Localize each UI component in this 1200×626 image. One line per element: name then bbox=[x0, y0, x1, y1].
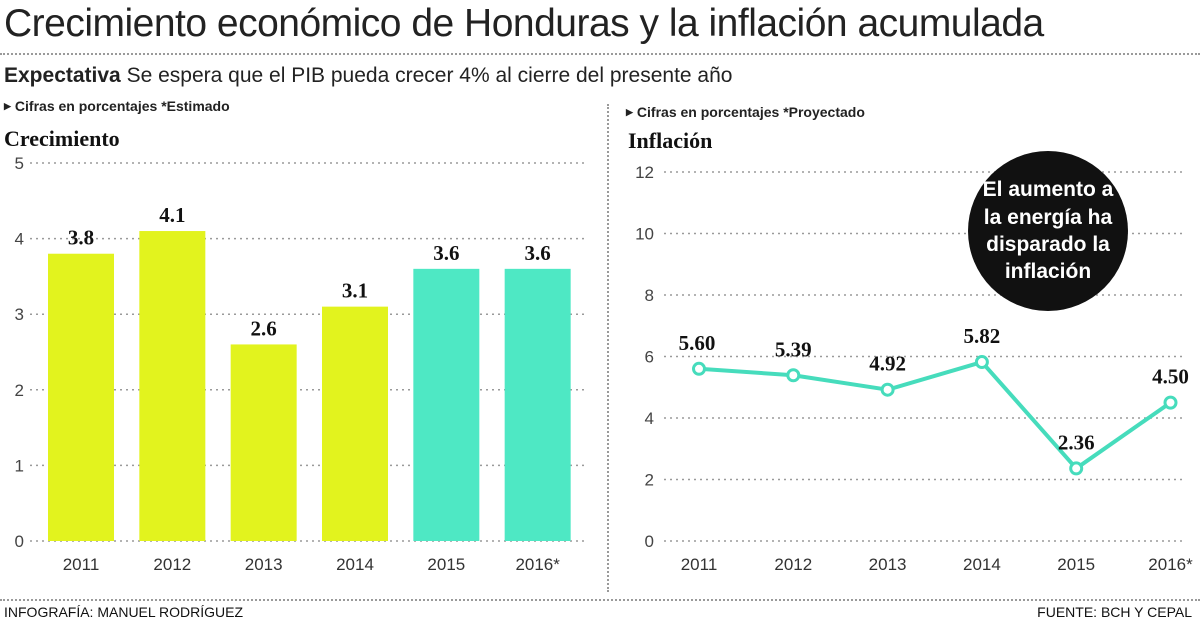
x-tick-label: 2014 bbox=[963, 555, 1001, 574]
credit: INFOGRAFÍA: MANUEL RODRÍGUEZ bbox=[4, 604, 244, 620]
right-note-text: Cifras en porcentajes *Proyectado bbox=[636, 104, 865, 120]
right-panel-title: Inflación bbox=[628, 128, 713, 153]
header-divider bbox=[0, 53, 1200, 55]
bar bbox=[322, 306, 388, 541]
data-point bbox=[1069, 461, 1084, 476]
bar bbox=[504, 268, 571, 541]
y-tick-label: 0 bbox=[15, 532, 24, 551]
x-tick-label: 2012 bbox=[153, 555, 191, 574]
data-label: 3.1 bbox=[342, 279, 368, 303]
data-label: 4.50 bbox=[1152, 365, 1189, 389]
x-tick-label: 2015 bbox=[1057, 555, 1095, 574]
x-tick-label: 2015 bbox=[427, 555, 465, 574]
y-tick-label: 4 bbox=[645, 409, 654, 428]
y-tick-label: 10 bbox=[635, 225, 654, 244]
panel-divider bbox=[607, 104, 609, 592]
y-tick-label: 1 bbox=[15, 456, 24, 475]
bar bbox=[48, 253, 114, 541]
data-label: 4.1 bbox=[159, 203, 185, 227]
data-label: 3.6 bbox=[433, 241, 459, 265]
data-label: 5.60 bbox=[679, 331, 716, 355]
x-tick-label: 2012 bbox=[774, 555, 812, 574]
y-tick-label: 0 bbox=[645, 532, 654, 551]
callout-text: El aumento a la energía ha disparado la … bbox=[982, 178, 1114, 284]
data-point bbox=[692, 361, 706, 376]
x-tick-label: 2014 bbox=[336, 555, 374, 574]
inflation-line bbox=[698, 360, 1172, 471]
page-title: Crecimiento económico de Honduras y la i… bbox=[4, 2, 1044, 45]
x-tick-label: 2016* bbox=[1148, 555, 1193, 574]
subtitle: Expectativa Se espera que el PIB pueda c… bbox=[4, 64, 732, 88]
y-tick-label: 3 bbox=[15, 305, 24, 324]
triangle-icon: ▶ bbox=[4, 101, 11, 111]
data-label: 3.6 bbox=[525, 241, 551, 265]
y-tick-label: 12 bbox=[635, 163, 654, 182]
footer-divider bbox=[0, 599, 1200, 601]
data-label: 3.8 bbox=[68, 226, 94, 250]
x-tick-label: 2013 bbox=[869, 555, 907, 574]
y-tick-label: 2 bbox=[15, 381, 24, 400]
data-label: 2.6 bbox=[251, 316, 277, 340]
data-label: 4.92 bbox=[869, 352, 906, 376]
subtitle-text: Se espera que el PIB pueda crecer 4% al … bbox=[126, 64, 733, 87]
source: FUENTE: BCH Y CEPAL bbox=[1037, 604, 1192, 620]
y-tick-label: 6 bbox=[645, 348, 654, 367]
bar bbox=[230, 344, 297, 541]
y-tick-label: 4 bbox=[15, 230, 24, 249]
x-tick-label: 2011 bbox=[63, 555, 100, 574]
y-tick-label: 2 bbox=[645, 471, 654, 490]
data-point bbox=[974, 355, 989, 370]
data-label: 5.39 bbox=[775, 337, 812, 361]
triangle-icon: ▶ bbox=[626, 107, 633, 117]
data-point bbox=[1163, 395, 1178, 410]
bar bbox=[139, 231, 206, 542]
data-label: 2.36 bbox=[1058, 430, 1095, 454]
x-tick-label: 2013 bbox=[245, 555, 283, 574]
data-label: 5.82 bbox=[964, 324, 1001, 348]
left-note: ▶ Cifras en porcentajes *Estimado bbox=[4, 98, 230, 114]
data-point bbox=[880, 382, 895, 397]
y-tick-label: 5 bbox=[15, 154, 24, 173]
growth-bar-chart: 0 1 2 3 4 5 3.8 2011 4.1 2012 2.6 2013 3.1 2014 3.6 201… bbox=[15, 154, 588, 574]
x-tick-label: 2016* bbox=[515, 555, 560, 574]
callout-bubble: El aumento a la energía ha disparado la … bbox=[968, 151, 1128, 311]
bar bbox=[413, 268, 480, 541]
data-point bbox=[786, 368, 801, 383]
left-note-text: Cifras en porcentajes *Estimado bbox=[14, 98, 230, 114]
right-note: ▶ Cifras en porcentajes *Proyectado bbox=[626, 104, 865, 120]
x-tick-label: 2011 bbox=[681, 555, 718, 574]
y-tick-label: 8 bbox=[645, 286, 654, 305]
inflation-line-chart: 0 2 4 6 8 10 12 5.60 2011 5.39 2012 4.92 2013 5.82 201… bbox=[635, 163, 1193, 574]
left-panel-title: Crecimiento bbox=[4, 126, 120, 151]
subtitle-lead: Expectativa bbox=[4, 64, 121, 87]
